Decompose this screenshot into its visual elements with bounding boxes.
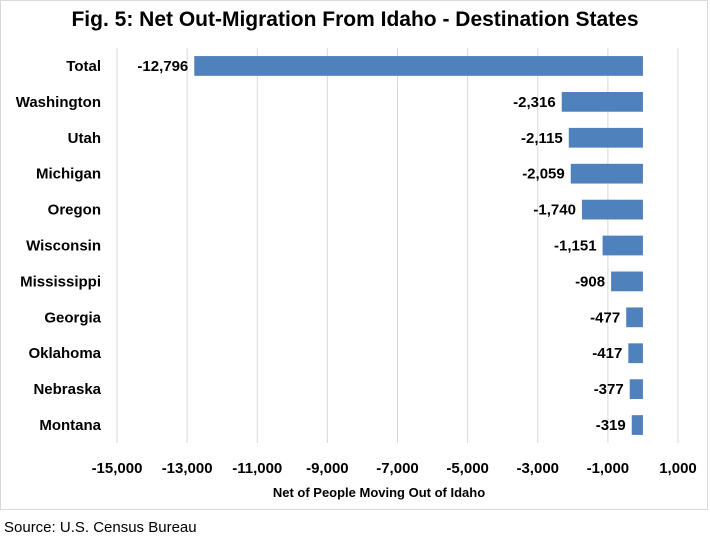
bar xyxy=(568,127,643,148)
category-label: Nebraska xyxy=(33,381,101,398)
x-tick-label: -13,000 xyxy=(162,460,213,477)
category-label: Wisconsin xyxy=(26,238,101,255)
x-axis-label: Net of People Moving Out of Idaho xyxy=(273,485,485,500)
category-label: Michigan xyxy=(36,166,101,183)
category-label: Oregon xyxy=(48,202,101,219)
bar-chart: Total Washington Utah Michigan Oregon Wiscons… xyxy=(16,48,697,500)
data-label: -2,059 xyxy=(522,166,565,183)
category-label: Oklahoma xyxy=(28,345,101,362)
bar xyxy=(602,235,643,256)
chart-frame xyxy=(0,0,708,510)
data-label: -2,316 xyxy=(513,94,556,111)
x-tick-label: -3,000 xyxy=(516,460,559,477)
category-label: Total xyxy=(66,58,101,75)
category-label: Montana xyxy=(39,417,101,434)
category-label: Mississippi xyxy=(20,273,101,290)
data-label: -12,796 xyxy=(137,58,188,75)
bar xyxy=(628,343,643,364)
bar xyxy=(581,199,643,220)
x-tick-label: -1,000 xyxy=(587,460,630,477)
x-tick-labels: -15,000 -13,000 -11,000 -9,000 -7,000 -5,000 -… xyxy=(92,460,697,477)
x-tick-label: -15,000 xyxy=(92,460,143,477)
bar xyxy=(626,307,643,328)
data-label: -319 xyxy=(596,417,626,434)
data-label: -377 xyxy=(594,381,624,398)
gridlines xyxy=(116,48,679,443)
category-label: Utah xyxy=(68,130,101,147)
x-tick-label: -9,000 xyxy=(306,460,349,477)
bar xyxy=(194,56,643,76)
data-label: -1,151 xyxy=(554,238,597,255)
bar xyxy=(561,91,643,112)
bars xyxy=(194,56,643,435)
data-label: -1,740 xyxy=(533,202,576,219)
data-label: -2,115 xyxy=(521,130,563,147)
x-tick-label: 1,000 xyxy=(659,460,697,477)
data-labels: -12,796 -2,316 -2,115 -2,059 -1,740 -1,151 -90… xyxy=(137,58,625,434)
category-labels: Total Washington Utah Michigan Oregon Wiscons… xyxy=(16,58,102,434)
x-tick-label: -5,000 xyxy=(446,460,489,477)
category-label: Georgia xyxy=(44,309,101,326)
x-tick-label: -7,000 xyxy=(376,460,419,477)
data-label: -477 xyxy=(590,309,620,326)
bar xyxy=(570,163,643,184)
data-label: -908 xyxy=(575,273,605,290)
bar xyxy=(629,379,643,400)
data-label: -417 xyxy=(592,345,622,362)
bar xyxy=(611,271,643,292)
x-tick-label: -11,000 xyxy=(232,460,282,477)
chart-title: Fig. 5: Net Out-Migration From Idaho - D… xyxy=(71,8,639,31)
source-note: Source: U.S. Census Bureau xyxy=(4,519,197,536)
category-label: Washington xyxy=(16,94,101,111)
bar xyxy=(631,415,643,435)
